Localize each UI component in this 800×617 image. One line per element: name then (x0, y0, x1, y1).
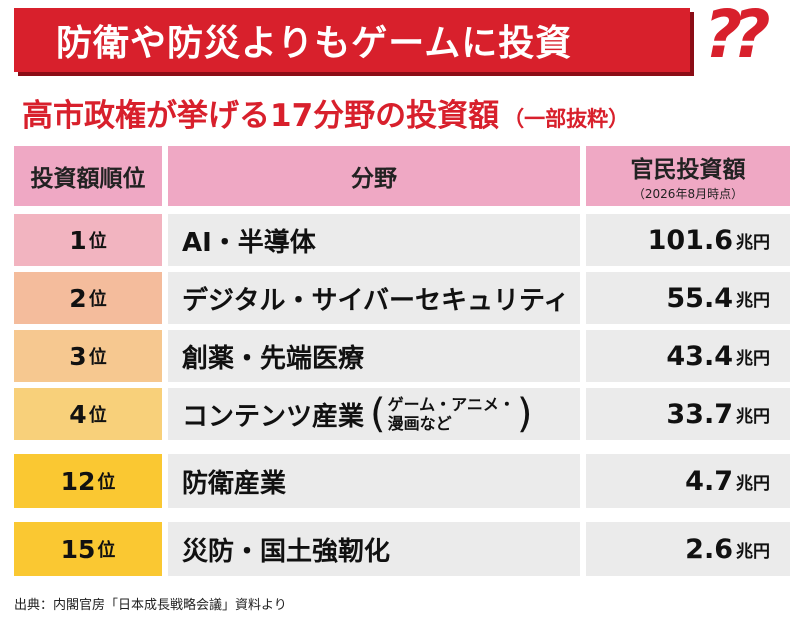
rank-number: 12 (60, 466, 96, 496)
rank-number: 2 (69, 283, 87, 313)
chart-subtitle: 高市政権が挙げる17分野の投資額 （一部抜粋） (22, 90, 792, 135)
table-row: 3 位創薬・先端医療 43.4 兆円 (14, 330, 790, 382)
rank-number: 3 (69, 341, 87, 371)
field-name: デジタル・サイバーセキュリティ (182, 285, 570, 316)
amount-unit: 兆円 (736, 290, 770, 311)
field-note: (ゲーム・アニメ・ 漫画など) (370, 394, 532, 434)
question-marks: ?? (704, 0, 771, 73)
amount-unit: 兆円 (736, 541, 770, 562)
paren-open: ( (370, 391, 386, 437)
banner-title: 防衛や防災よりもゲームに投資 (56, 23, 573, 64)
header-field: 分野 (168, 146, 580, 206)
amount-unit: 兆円 (736, 348, 770, 369)
field-cell: 創薬・先端医療 (168, 330, 580, 382)
rank-number: 4 (69, 399, 87, 429)
amount-cell: 43.4 兆円 (586, 330, 790, 382)
field-name: AI・半導体 (182, 227, 316, 258)
amount-value: 33.7 (666, 398, 733, 430)
rank-unit: 位 (88, 347, 107, 368)
field-note-line-1: ゲーム・アニメ・ (387, 395, 515, 414)
field-name: 創薬・先端医療 (182, 343, 365, 374)
header-amount-label: 官民投資額 (630, 157, 746, 183)
table-row: 15 位災防・国土強靭化 2.6 兆円 (14, 522, 790, 576)
table-row: 1 位 AI・半導体 101.6 兆円 (14, 214, 790, 266)
rank-number: 1 (69, 225, 87, 255)
amount-cell: 4.7 兆円 (586, 454, 790, 508)
table-header-row: 投資額順位 分野 官民投資額 （2026年8月時点） (14, 146, 790, 206)
rank-unit: 位 (88, 405, 107, 426)
paren-close: ) (516, 391, 533, 437)
field-name: 災防・国土強靭化 (182, 536, 391, 567)
banner-box: 防衛や防災よりもゲームに投資 (14, 8, 690, 72)
table-row: 12 位防衛産業 4.7 兆円 (14, 454, 790, 508)
table-row: 2 位デジタル・サイバーセキュリティ 55.4 兆円 (14, 272, 790, 324)
source-footnote: 出典：内閣官房「日本成長戦略会議」資料より (14, 598, 287, 613)
field-cell: デジタル・サイバーセキュリティ (168, 272, 580, 324)
field-note-line-2: 漫画など (387, 414, 452, 433)
rank-unit: 位 (97, 472, 116, 493)
field-cell: 災防・国土強靭化 (168, 522, 580, 576)
table-row: 4 位コンテンツ産業(ゲーム・アニメ・ 漫画など) 33.7 兆円 (14, 388, 790, 440)
amount-unit: 兆円 (736, 406, 770, 427)
rank-unit: 位 (97, 540, 116, 561)
field-note-text: ゲーム・アニメ・ 漫画など (386, 395, 517, 433)
rank-cell: 15 位 (14, 522, 162, 576)
subtitle-main: 高市政権が挙げる17分野の投資額 (22, 98, 500, 134)
field-name: コンテンツ産業 (182, 401, 365, 432)
amount-value: 2.6 (685, 533, 733, 565)
amount-cell: 2.6 兆円 (586, 522, 790, 576)
amount-unit: 兆円 (736, 232, 770, 253)
amount-value: 4.7 (685, 465, 733, 497)
field-cell: コンテンツ産業(ゲーム・アニメ・ 漫画など) (168, 388, 580, 440)
amount-value: 55.4 (666, 282, 733, 314)
amount-unit: 兆円 (736, 473, 770, 494)
header-amount: 官民投資額 （2026年8月時点） (586, 146, 790, 206)
title-banner: 防衛や防災よりもゲームに投資 ?? (14, 2, 800, 76)
amount-cell: 33.7 兆円 (586, 388, 790, 440)
subtitle-note: （一部抜粋） (503, 107, 630, 131)
rank-cell: 12 位 (14, 454, 162, 508)
field-cell: 防衛産業 (168, 454, 580, 508)
amount-cell: 101.6 兆円 (586, 214, 790, 266)
header-rank: 投資額順位 (14, 146, 162, 206)
amount-cell: 55.4 兆円 (586, 272, 790, 324)
header-amount-note: （2026年8月時点） (632, 187, 744, 201)
field-cell: AI・半導体 (168, 214, 580, 266)
amount-value: 101.6 (647, 224, 733, 256)
rank-unit: 位 (88, 231, 107, 252)
rank-number: 15 (60, 534, 96, 564)
amount-value: 43.4 (666, 340, 733, 372)
field-name: 防衛産業 (182, 468, 287, 499)
rank-unit: 位 (88, 289, 107, 310)
